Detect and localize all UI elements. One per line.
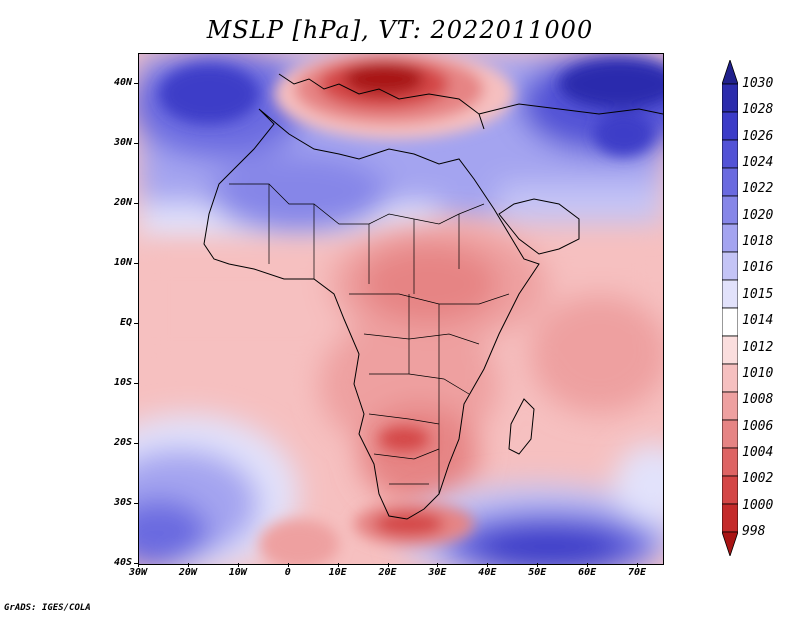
colorbar-label: 1026 [742, 128, 774, 144]
coastlines [203, 73, 663, 520]
x-tick-label: 40E [478, 567, 497, 578]
colorbar-cap-top [722, 60, 738, 85]
y-tick-label: 40N [113, 77, 132, 88]
x-tick-label: 0 [284, 567, 291, 578]
colorbar-cap-bottom [722, 531, 738, 556]
y-tick [134, 503, 138, 504]
colorbar-segment [722, 223, 738, 253]
colorbar-segment [722, 167, 738, 197]
x-tick-label: 20E [378, 567, 397, 578]
colorbar-label: 1006 [742, 418, 774, 434]
y-tick [134, 263, 138, 264]
x-tick-label: 70E [628, 567, 647, 578]
colorbar-label: 1028 [742, 102, 774, 118]
y-tick-label: 20N [113, 197, 132, 208]
colorbar-segment [722, 195, 738, 225]
y-tick-label: 30N [113, 137, 132, 148]
colorbar-segment [722, 447, 738, 477]
colorbar [722, 60, 738, 556]
x-tick-label: 30E [428, 567, 447, 578]
y-tick [134, 323, 138, 324]
x-tick [337, 563, 339, 567]
colorbar-label: 1024 [742, 155, 774, 171]
colorbar-segment [722, 335, 738, 365]
y-tick-label: 20S [113, 437, 132, 448]
colorbar-label: 1030 [742, 76, 774, 91]
colorbar-segment [722, 363, 738, 393]
footer-credit: GrADS: IGES/COLA [4, 603, 91, 613]
y-tick-label: 10N [113, 257, 132, 268]
colorbar-label: 1020 [742, 207, 774, 223]
field-north-core [159, 59, 663, 156]
borders [229, 183, 510, 494]
colorbar-label: 1018 [742, 234, 774, 250]
x-tick-label: 50E [528, 567, 547, 578]
x-tick [587, 563, 589, 567]
pressure-map [139, 54, 663, 564]
colorbar-segment [722, 391, 738, 421]
colorbar-label: 1022 [742, 181, 774, 197]
y-tick-label: 30S [113, 497, 132, 508]
y-tick [134, 203, 138, 204]
colorbar-label: 1016 [742, 260, 774, 276]
colorbar-label: 1002 [742, 471, 774, 487]
colorbar-label: 1014 [742, 313, 774, 329]
field-central-africa [139, 224, 663, 504]
colorbar-segment [722, 83, 738, 113]
colorbar-label: 1012 [742, 339, 774, 355]
colorbar-label: 998 [742, 524, 766, 539]
x-tick-label: 60E [578, 567, 597, 578]
colorbar-segment [722, 111, 738, 141]
y-tick [134, 563, 138, 564]
field-south-lows [259, 427, 474, 564]
x-tick [437, 563, 439, 567]
x-tick [187, 563, 189, 567]
y-tick [134, 383, 138, 384]
colorbar-segment [722, 419, 738, 449]
y-tick [134, 143, 138, 144]
x-tick [287, 563, 289, 567]
colorbar-label: 1010 [742, 365, 774, 381]
x-tick-label: 10W [228, 567, 247, 578]
colorbar-segment [722, 475, 738, 505]
colorbar-segment [722, 139, 738, 169]
colorbar-segment [722, 307, 738, 337]
x-tick [138, 563, 139, 567]
map-frame[interactable] [138, 53, 664, 565]
colorbar-segment [722, 503, 738, 533]
colorbar-segment [722, 279, 738, 309]
x-tick [387, 563, 389, 567]
y-tick-label: 10S [113, 377, 132, 388]
colorbar-label: 1000 [742, 497, 774, 513]
field-med-low [274, 54, 514, 139]
colorbar-label: 1004 [742, 444, 774, 460]
x-tick [487, 563, 489, 567]
colorbar-label: 1008 [742, 392, 774, 408]
colorbar-label: 1015 [742, 286, 774, 302]
colorbar-segment [722, 251, 738, 281]
y-tick [134, 83, 138, 84]
x-tick [637, 563, 639, 567]
field-south-highs [139, 414, 663, 564]
x-tick [537, 563, 539, 567]
y-tick [134, 443, 138, 444]
x-tick-label: 30W [128, 567, 148, 578]
x-tick-label: 10E [328, 567, 347, 578]
y-tick-label: EQ [119, 317, 132, 328]
x-tick-label: 20W [178, 567, 197, 578]
x-tick [237, 563, 239, 567]
y-tick-label: 40S [113, 557, 132, 568]
map-title: MSLP [hPa], VT: 2022011000 [206, 16, 594, 44]
